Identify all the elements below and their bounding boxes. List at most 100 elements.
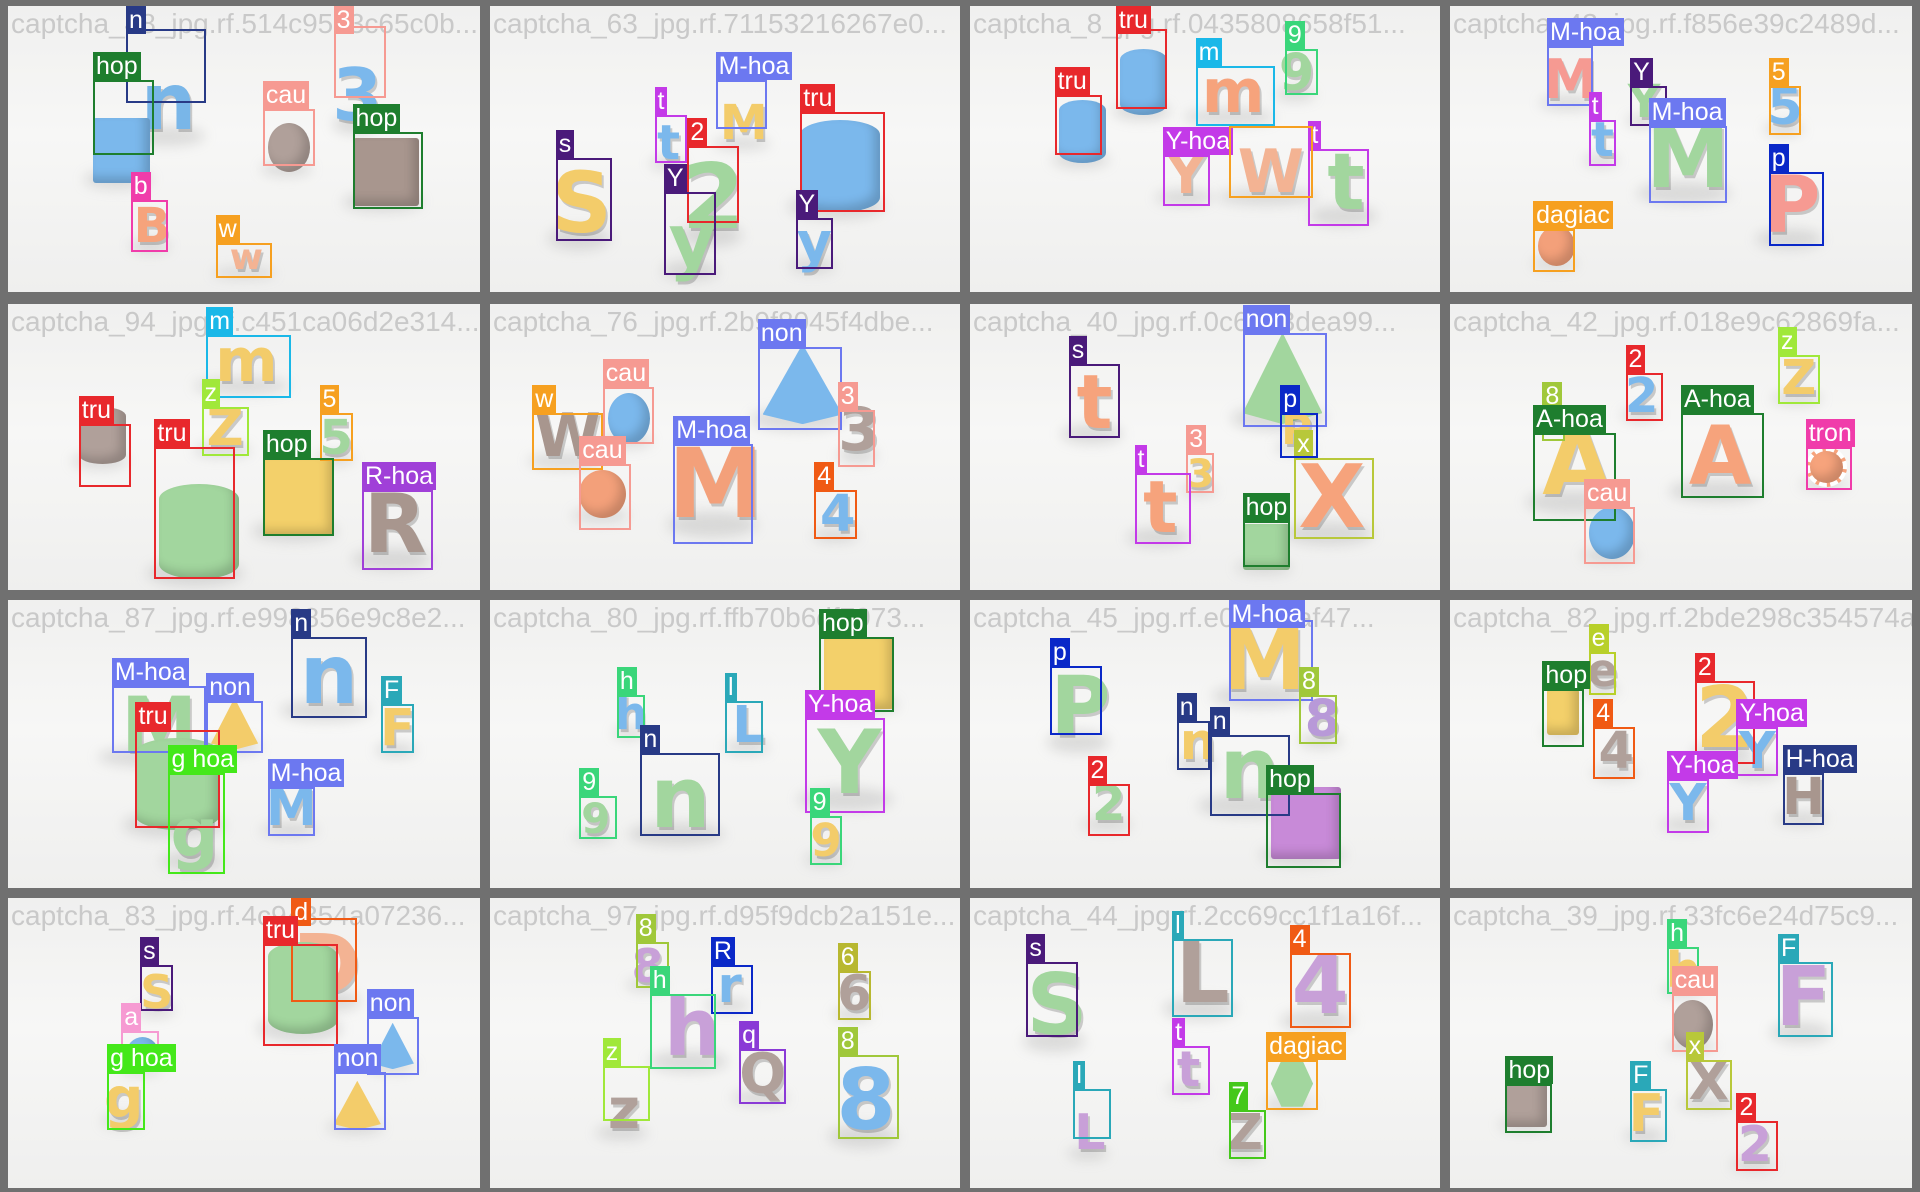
letter-glyph: F [1775, 950, 1832, 1046]
letter-glyph: M [1221, 610, 1307, 710]
letter-glyph: 9 [1278, 43, 1315, 103]
bounding-box [1588, 120, 1617, 167]
box-label: A-hoa [1681, 384, 1754, 413]
box-label: Y-hoa [1667, 750, 1738, 779]
sphere-object [1537, 226, 1575, 267]
object-shadow [160, 852, 223, 871]
letter-glyph: m [215, 326, 278, 397]
letter-glyph: y [796, 211, 832, 275]
bounding-box [333, 26, 386, 98]
object-shadow [212, 267, 275, 278]
letter-glyph: 2 [681, 144, 745, 250]
box-label: s [1068, 336, 1088, 365]
box-label: n [640, 724, 661, 753]
letter-glyph: L [1175, 923, 1230, 1023]
bounding-box [837, 409, 876, 467]
box-label: 9 [1284, 20, 1305, 49]
letter-object: t [1172, 1045, 1205, 1094]
letter-glyph: Y [1738, 721, 1776, 781]
letter-glyph: g [103, 1065, 144, 1130]
letter-object: Z [1227, 1108, 1263, 1157]
letter-object: W [1229, 142, 1314, 202]
letter-glyph: h [663, 982, 721, 1074]
bounding-box [1778, 961, 1834, 1038]
bounding-box [687, 146, 740, 224]
letter-glyph: M [667, 428, 764, 541]
letter-glyph: H [1782, 767, 1825, 827]
letter-glyph: r [717, 956, 742, 1014]
sphere-shape [579, 469, 627, 519]
box-label: 5 [1768, 58, 1789, 87]
bounding-box [673, 444, 754, 545]
letter-glyph: 2 [1737, 1116, 1772, 1173]
bounding-box [135, 729, 221, 828]
box-label: A-hoa [1533, 404, 1606, 433]
box-label: tru [1115, 6, 1151, 34]
box-label: hop [352, 103, 401, 132]
letter-object: 2 [682, 152, 745, 242]
bounding-box [362, 489, 433, 570]
box-label: 2 [687, 118, 708, 147]
bounding-box [1625, 372, 1663, 422]
bounding-box [814, 489, 857, 539]
object-shadow [1636, 181, 1732, 205]
bounding-box [1087, 784, 1130, 837]
bounding-box [215, 243, 273, 278]
bounding-box [1294, 458, 1375, 539]
cylinder-shape [1120, 48, 1168, 115]
box-label: Y [795, 189, 819, 218]
box-label: F [380, 675, 403, 704]
image-tile: captcha_39_jpg.rf.33fc6e24d75c9...hFXF2h… [1450, 898, 1912, 1188]
object-shadow [135, 1005, 175, 1018]
letter-object: F [380, 703, 415, 754]
letter-object: Z [1778, 354, 1820, 402]
bounding-box [262, 458, 334, 536]
box-label: R-hoa [362, 461, 437, 490]
cube-object [1547, 689, 1580, 736]
bounding-box [579, 795, 617, 840]
letter-glyph: B [133, 198, 171, 255]
sphere-shape [1588, 507, 1635, 559]
object-shadow [1669, 480, 1764, 502]
bounding-box [1736, 1121, 1779, 1171]
cube-shape [262, 458, 334, 536]
object-shadow [705, 998, 751, 1012]
bounding-box [809, 816, 843, 865]
letter-glyph: n [650, 749, 711, 849]
cylinder-shape [159, 484, 240, 579]
bounding-box [1242, 521, 1290, 568]
box-label: F [1778, 933, 1800, 962]
letter-object: m [206, 326, 286, 397]
box-label: s [140, 936, 159, 965]
letter-object: M [1646, 108, 1730, 207]
tile-filename: captcha_82_jpg.rf.2bde298c354574ad... [1453, 602, 1912, 633]
bounding-box [291, 637, 367, 719]
letter-object: Y [1667, 778, 1709, 829]
object-shadow [1730, 765, 1781, 780]
box-label: 8 [1299, 667, 1319, 696]
image-tile: captcha_45_jpg.rf.e02de6af47... M P 8 n n 2 M-h… [970, 600, 1440, 888]
bounding-box [130, 200, 169, 252]
letter-glyph: t [1143, 465, 1178, 550]
bounding-box [616, 695, 646, 739]
box-label: 9 [579, 767, 600, 796]
letter-glyph: M [1646, 108, 1730, 207]
letter-object: M [1543, 53, 1597, 107]
box-label: 9 [809, 788, 830, 816]
letter-glyph: n [299, 628, 359, 724]
box-label: cau [262, 80, 310, 109]
tile-filename: captcha_48_jpg.rf.514c9553c65c0b... [11, 8, 479, 39]
letter-object: 2 [1736, 1116, 1773, 1173]
bounding-box [267, 787, 315, 837]
object-shadow [574, 830, 614, 843]
box-label: 4 [814, 461, 835, 490]
box-label: m [1195, 38, 1223, 67]
image-tile: captcha_44_jpg.rf.2cc69cc1f1a16f... S L 4 t Z… [970, 898, 1440, 1188]
letter-object: 2 [1088, 780, 1130, 828]
box-label: tru [262, 916, 299, 945]
box-label: 8 [1542, 381, 1563, 410]
box-label: 3 [333, 6, 354, 34]
cube-object [1242, 524, 1290, 570]
